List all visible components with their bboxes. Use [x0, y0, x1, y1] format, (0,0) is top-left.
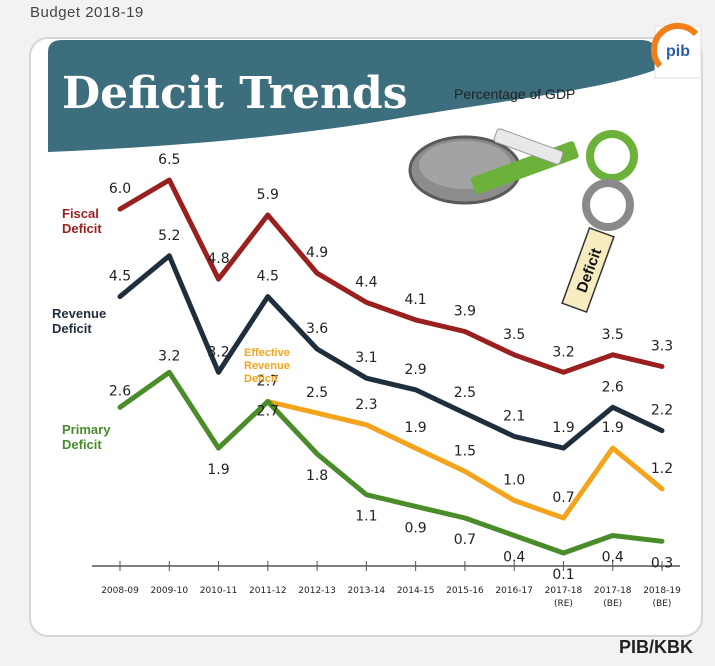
x-tick-label: 2008-09: [101, 586, 139, 596]
value-label-revenue-deficit: 2.9: [404, 362, 426, 378]
title-banner: [48, 40, 655, 152]
series-name-fiscal-deficit: Fiscal Deficit: [62, 206, 102, 236]
value-label-fiscal-deficit: 3.9: [454, 304, 476, 320]
value-label-primary-deficit: 1.1: [355, 509, 377, 525]
chart-title: Deficit Trends: [62, 68, 408, 119]
value-label-fiscal-deficit: 3.3: [651, 339, 673, 355]
value-label-revenue-deficit: 2.6: [602, 379, 624, 395]
series-line-effective-revenue-deficit: [265, 399, 665, 521]
value-label-effective-revenue-deficit: 1.5: [454, 443, 476, 459]
value-label-revenue-deficit: 4.5: [109, 269, 131, 285]
value-label-effective-revenue-deficit: 2.3: [355, 397, 377, 413]
series-name-effective-revenue-deficit: Effective Revenue Deficit: [244, 347, 290, 385]
x-tick-label: 2009-10: [150, 586, 188, 596]
value-label-effective-revenue-deficit: 1.2: [651, 461, 673, 477]
value-label-primary-deficit: 2.7: [257, 404, 279, 420]
x-tick-label: 2017-18 (RE): [545, 586, 583, 609]
value-label-revenue-deficit: 2.2: [651, 403, 673, 419]
value-label-effective-revenue-deficit: 2.5: [306, 385, 328, 401]
x-tick-label: 2016-17: [495, 586, 533, 596]
series-line-fiscal-deficit: [117, 177, 665, 375]
value-label-fiscal-deficit: 4.1: [404, 292, 426, 308]
chart-subtitle: Percentage of GDP: [454, 86, 575, 102]
series-name-revenue-deficit: Revenue Deficit: [52, 306, 106, 336]
value-label-primary-deficit: 1.8: [306, 468, 328, 484]
series-line-revenue-deficit: [117, 253, 665, 451]
value-label-revenue-deficit: 3.2: [207, 344, 229, 360]
value-label-primary-deficit: 0.1: [552, 567, 574, 583]
value-label-revenue-deficit: 2.1: [503, 408, 525, 424]
x-tick-label: 2013-14: [348, 586, 386, 596]
value-label-primary-deficit: 0.4: [503, 550, 525, 566]
x-tick-label: 2017-18 (BE): [594, 586, 632, 609]
x-tick-label: 2015-16: [446, 586, 484, 596]
value-label-fiscal-deficit: 6.5: [158, 152, 180, 168]
value-label-effective-revenue-deficit: 1.9: [602, 420, 624, 436]
x-tick-label: 2012-13: [298, 586, 336, 596]
value-label-effective-revenue-deficit: 1.9: [404, 420, 426, 436]
series-name-layer: Fiscal Deficit Revenue Deficit Effective Reve…: [52, 206, 290, 452]
series-name-primary-deficit: Primary Deficit: [62, 422, 111, 452]
value-label-primary-deficit: 1.9: [207, 462, 229, 478]
budget-header: Budget 2018-19: [30, 4, 144, 21]
credit-label: PIB/KBK: [618, 637, 693, 657]
value-label-fiscal-deficit: 3.2: [552, 344, 574, 360]
value-label-primary-deficit: 0.9: [404, 520, 426, 536]
value-label-primary-deficit: 0.4: [602, 550, 624, 566]
value-label-revenue-deficit: 1.9: [552, 420, 574, 436]
value-label-fiscal-deficit: 4.8: [207, 251, 229, 267]
value-label-effective-revenue-deficit: 0.7: [552, 490, 574, 506]
value-label-revenue-deficit: 2.5: [454, 385, 476, 401]
value-label-layer: 6.0 6.5 4.8 5.9 4.9 4.4 4.1 3.9 3.5 3.2 3.5 3.3 4.5 5…: [109, 152, 673, 583]
value-label-fiscal-deficit: 4.9: [306, 245, 328, 261]
value-label-fiscal-deficit: 3.5: [503, 327, 525, 343]
x-tick-label: 2014-15: [397, 586, 435, 596]
value-label-effective-revenue-deficit: 1.0: [503, 473, 525, 489]
value-label-revenue-deficit: 3.1: [355, 350, 377, 366]
value-label-fiscal-deficit: 5.9: [257, 187, 279, 203]
scissors-coin-icon: [408, 128, 638, 231]
chart-card: [29, 37, 703, 637]
value-label-fiscal-deficit: 3.5: [602, 327, 624, 343]
value-label-effective-revenue-deficit: 2.7: [257, 374, 279, 390]
x-tick-label: 2011-12: [249, 586, 287, 596]
value-label-primary-deficit: 3.2: [158, 348, 180, 364]
x-tick-layer: 2008-09 2009-10 2010-11 2011-12 2012-13 2013-…: [101, 561, 681, 609]
svg-text:pib: pib: [666, 43, 690, 60]
value-label-primary-deficit: 2.6: [109, 383, 131, 399]
x-tick-label: 2010-11: [200, 586, 238, 596]
series-line-primary-deficit: [117, 369, 665, 556]
value-label-revenue-deficit: 5.2: [158, 228, 180, 244]
series-layer: [117, 177, 665, 556]
x-tick-label: 2018-19 (BE): [643, 586, 681, 609]
value-label-revenue-deficit: 3.6: [306, 321, 328, 337]
value-label-fiscal-deficit: 6.0: [109, 181, 131, 197]
pib-logo: pib: [650, 22, 702, 79]
value-label-revenue-deficit: 4.5: [257, 269, 279, 285]
value-label-primary-deficit: 0.7: [454, 532, 476, 548]
value-label-fiscal-deficit: 4.4: [355, 274, 377, 290]
